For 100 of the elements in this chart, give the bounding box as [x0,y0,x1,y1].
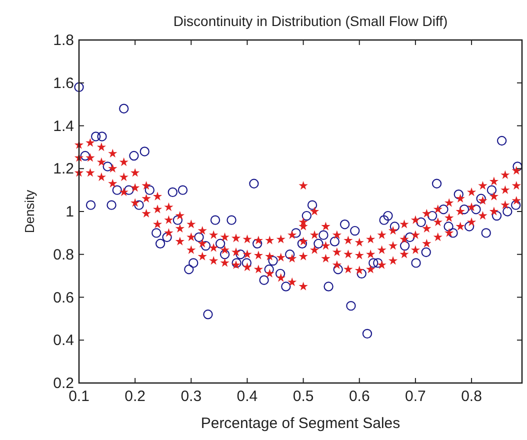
point [410,230,420,239]
point [164,202,174,212]
x-tick-label: 0.8 [461,388,482,405]
point [254,236,264,244]
point [321,254,330,263]
point [86,153,95,162]
point [242,250,252,258]
point [119,172,128,182]
point [298,180,308,190]
point [164,215,174,224]
point [478,210,488,220]
point [288,230,297,239]
point [96,142,106,152]
point [422,238,432,248]
point [354,266,364,274]
point [288,254,297,263]
point [254,264,264,274]
point [175,224,185,233]
y-tick-label: 1.4 [53,118,74,135]
point [130,168,140,177]
y-tick-label: 0.8 [53,246,74,264]
point [512,166,521,175]
point [298,236,308,246]
point [344,250,353,258]
point [164,228,174,237]
point [198,238,207,248]
y-tick-label: 1.8 [53,32,74,49]
point [209,230,218,239]
point [310,206,320,216]
x-axis-title: Percentage of Segment Sales [200,415,400,432]
point [298,217,308,226]
point [388,240,398,250]
point [512,196,521,205]
point [108,178,118,188]
point [142,208,151,218]
point [433,232,442,242]
point [288,277,297,286]
point [377,245,386,254]
point [366,264,376,274]
point [422,208,432,218]
y-tick-label: 1.2 [53,160,74,178]
point [186,232,196,242]
point [444,198,454,207]
point [388,256,398,265]
point [220,245,230,254]
x-tick-label: 0.3 [180,388,202,405]
point [298,252,308,260]
x-tick-label: 0.2 [124,388,146,405]
point [466,187,476,196]
point [310,230,320,239]
point [466,217,476,226]
point [410,245,420,254]
point [310,245,320,254]
point [152,192,162,200]
point [500,200,510,209]
y-tick-label: 0.6 [53,289,74,306]
point [400,234,409,244]
point [130,183,140,192]
point [108,148,118,158]
point [276,252,286,262]
point [242,234,252,244]
point [500,170,510,179]
point [489,176,499,186]
point [433,204,442,214]
point [175,236,185,246]
point [489,192,499,200]
point [456,222,465,230]
point [142,194,151,203]
point [377,260,386,269]
point [489,206,499,216]
point [220,258,230,267]
point [354,250,364,260]
point [512,180,521,190]
point [198,226,207,235]
point [108,164,118,173]
point [231,247,241,256]
x-tick-label: 0.5 [292,388,314,405]
point [142,180,151,190]
point [119,187,128,196]
point [276,273,286,282]
x-tick-label: 0.4 [236,388,258,405]
point [456,206,465,216]
point [321,240,330,250]
point [175,210,185,220]
y-tick-label: 1 [66,204,74,220]
point [456,194,465,203]
point [332,247,342,256]
point [265,268,274,278]
y-tick-label: 1.6 [53,74,74,92]
point [130,198,140,207]
point [186,220,196,228]
point [377,230,386,239]
chart-title: Discontinuity in Distribution (Small Flow Diff) [173,13,448,29]
point [231,233,241,242]
point [388,226,398,235]
point [209,243,218,252]
point [332,260,342,269]
point [466,202,476,212]
point [366,234,376,244]
point [242,262,252,272]
